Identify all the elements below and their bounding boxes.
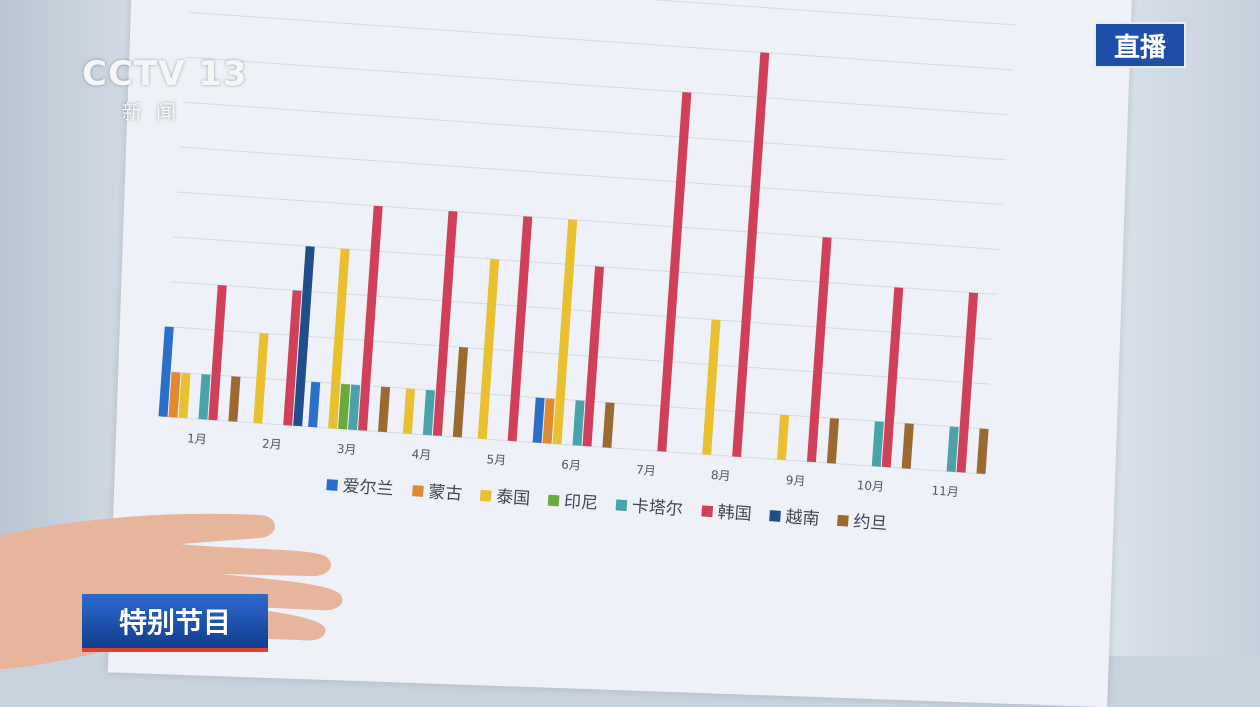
bar-韩国-4月: [432, 210, 458, 437]
bar-卡塔尔-1月: [198, 374, 211, 420]
legend-swatch: [547, 494, 560, 507]
cctv13-logo: CCTV 13 新闻: [82, 54, 248, 125]
bar-韩国-8月: [732, 52, 770, 457]
legend-swatch: [615, 499, 628, 512]
bar-韩国-7月: [657, 91, 692, 452]
gridline: [176, 191, 1000, 250]
bar-蒙古-1月: [168, 372, 181, 418]
bar-韩国-6月: [582, 266, 605, 447]
bar-越南-2月: [293, 246, 315, 427]
bar-泰国-5月: [477, 258, 500, 440]
bar-韩国-10月: [881, 287, 904, 468]
bar-约旦-10月: [901, 423, 914, 469]
live-badge: 直播: [1094, 22, 1186, 68]
bar-约旦-3月: [377, 386, 391, 433]
x-tick-label: 6月: [561, 457, 582, 472]
bar-泰国-8月: [702, 319, 721, 455]
bar-卡塔尔-4月: [422, 389, 435, 436]
x-tick-label: 7月: [636, 463, 657, 478]
bar-chart: 1月 2月 3月 4月 5月 6月 7月 8月 9月 10月 11月 爱尔兰 蒙古 泰国 印尼 卡塔尔 韩国 越南…: [158, 0, 1016, 534]
bar-卡塔尔-11月: [946, 426, 959, 472]
bar-爱尔兰-1月: [158, 326, 174, 417]
gridline: [186, 56, 1010, 116]
x-tick-label: 11月: [931, 483, 959, 499]
bar-泰国-3月: [328, 248, 350, 429]
legend-label: 印尼: [563, 492, 598, 514]
bar-泰国-1月: [178, 372, 191, 419]
bar-韩国-11月: [956, 292, 979, 473]
bar-爱尔兰-6月: [532, 397, 545, 444]
legend-swatch: [479, 489, 492, 502]
gridline: [182, 101, 1006, 161]
bar-蒙古-6月: [542, 398, 555, 444]
legend-swatch: [326, 479, 339, 491]
gridline: [179, 146, 1003, 206]
legend-swatch: [837, 514, 849, 527]
bar-印尼-3月: [338, 383, 351, 430]
x-tick-label: 10月: [856, 478, 884, 494]
bar-泰国-4月: [402, 388, 416, 434]
bar-卡塔尔-6月: [572, 400, 585, 446]
x-tick-label: 3月: [336, 442, 357, 457]
program-label: 特别节目: [82, 594, 268, 652]
legend-label: 泰国: [495, 487, 530, 509]
legend-label: 约旦: [853, 512, 888, 534]
x-tick-label: 4月: [411, 447, 432, 462]
legend-swatch: [769, 510, 781, 522]
legend-label: 蒙古: [428, 482, 463, 504]
x-tick-label: 8月: [710, 468, 731, 483]
x-tick-label: 9月: [785, 473, 806, 488]
legend-swatch: [701, 505, 714, 518]
bar-约旦-4月: [452, 347, 469, 438]
bar-韩国-3月: [358, 205, 383, 431]
x-tick-label: 2月: [262, 437, 283, 452]
legend-swatch: [412, 485, 424, 497]
legend-label: 爱尔兰: [342, 476, 394, 500]
bar-约旦-9月: [826, 418, 839, 464]
bar-泰国-9月: [776, 414, 790, 461]
bar-韩国-9月: [806, 237, 832, 463]
bar-韩国-1月: [208, 285, 227, 421]
bar-卡塔尔-10月: [871, 421, 884, 467]
bar-爱尔兰-3月: [308, 381, 321, 428]
bar-约旦-6月: [602, 402, 615, 448]
legend-label: 越南: [785, 507, 820, 529]
bar-泰国-2月: [253, 333, 269, 424]
x-tick-label: 5月: [486, 452, 507, 467]
legend-label: 韩国: [717, 502, 752, 524]
channel-sub-text: 新闻: [122, 100, 190, 124]
bar-约旦-1月: [228, 376, 241, 422]
gridline: [192, 0, 1016, 26]
gridline: [189, 11, 1013, 71]
bar-约旦-11月: [976, 428, 989, 475]
legend-label: 卡塔尔: [631, 496, 683, 520]
gridline: [173, 236, 997, 295]
bar-韩国-2月: [283, 290, 302, 426]
bar-卡塔尔-3月: [348, 384, 361, 431]
channel-logo-text: CCTV 13: [82, 54, 248, 94]
x-tick-label: 1月: [187, 431, 208, 446]
bar-泰国-6月: [552, 219, 578, 445]
bar-韩国-5月: [507, 216, 533, 442]
